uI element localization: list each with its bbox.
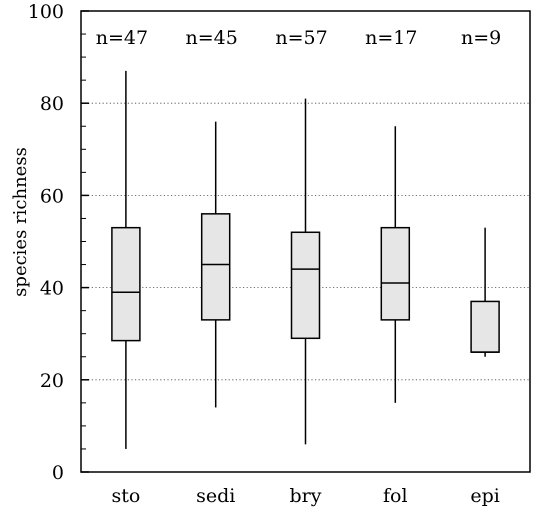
interquartile-box (290, 231, 321, 340)
y-tick-label: 60 (40, 185, 64, 207)
y-tick-label: 20 (40, 370, 64, 392)
sample-size-label: n=47 (96, 27, 148, 49)
sample-size-label: n=57 (275, 27, 327, 49)
interquartile-box (200, 213, 231, 321)
x-category-label: sto (111, 485, 140, 507)
y-tick-label: 0 (52, 462, 64, 484)
y-axis-title: species richness (10, 147, 31, 297)
y-tick-label: 80 (40, 93, 64, 115)
x-axis-labels: sto sedi bry fol epi (111, 485, 499, 507)
x-category-label: sedi (196, 485, 235, 507)
sample-size-label: n=45 (186, 27, 238, 49)
interquartile-box (470, 300, 500, 353)
sample-size-labels: n=47 n=45 n=57 n=17 n=9 (96, 27, 501, 49)
box-fol (380, 126, 411, 403)
y-axis: 0 20 40 60 80 100 (28, 1, 89, 484)
plot-frame (80, 10, 531, 473)
interquartile-box (380, 226, 411, 321)
box-sto (111, 70, 141, 449)
x-category-label: bry (290, 485, 322, 507)
sample-size-label: n=17 (365, 27, 417, 49)
box-epi (470, 227, 500, 357)
y-tick-label: 100 (28, 1, 64, 23)
x-category-label: epi (470, 485, 499, 507)
box-bry (290, 98, 321, 445)
y-tick-label: 40 (40, 278, 64, 300)
x-category-label: fol (383, 485, 408, 507)
box-series (111, 70, 500, 449)
sample-size-label: n=9 (461, 27, 501, 49)
interquartile-box (111, 226, 141, 342)
box-sedi (200, 121, 231, 408)
